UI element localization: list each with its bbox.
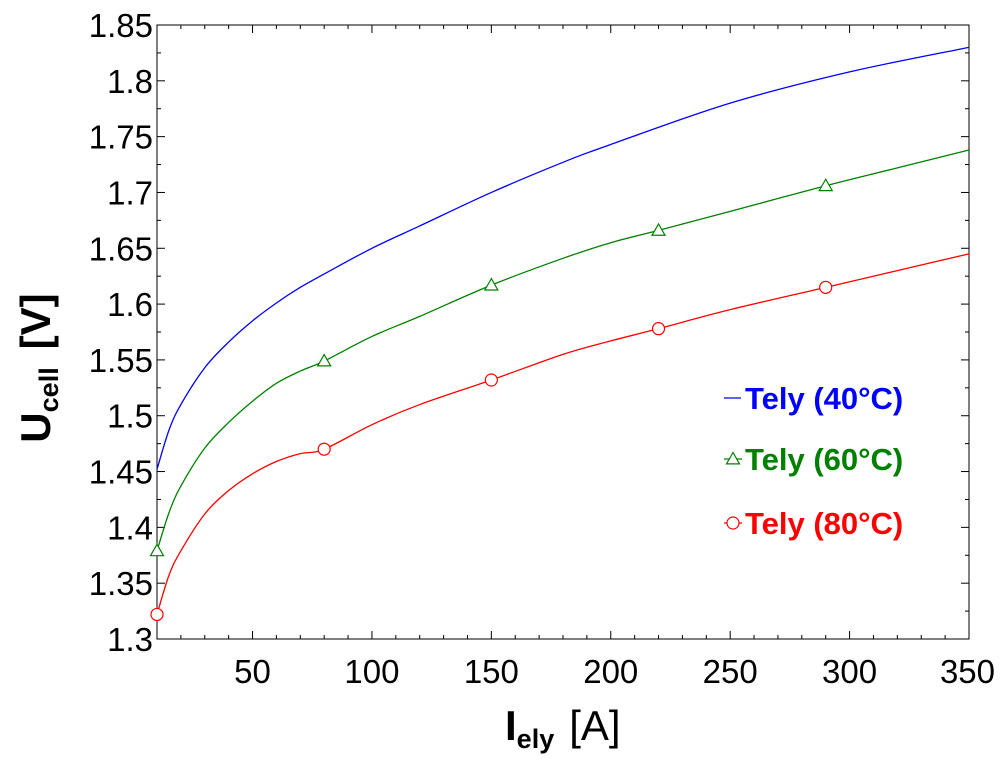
x-tick-label: 300 <box>822 653 877 690</box>
y-tick-label: 1.85 <box>89 7 153 44</box>
y-axis-subscript: cell <box>34 367 64 412</box>
x-tick-label: 50 <box>234 653 271 690</box>
y-tick-label: 1.45 <box>89 454 153 491</box>
y-tick-label: 1.5 <box>107 398 153 435</box>
y-tick-label: 1.35 <box>89 565 153 602</box>
series-marker <box>484 373 498 387</box>
y-axis-unit: [V] <box>12 293 59 349</box>
legend-swatch-marker <box>726 516 740 530</box>
series-marker <box>316 353 332 367</box>
series-line <box>156 46 970 470</box>
y-axis-symbol: U <box>12 412 59 442</box>
x-tick-label: 350 <box>940 653 995 690</box>
series-marker <box>150 607 164 622</box>
series-line <box>156 253 970 615</box>
x-axis-unit: [A] <box>569 702 620 749</box>
x-tick-label: 100 <box>344 653 399 690</box>
plot-frame <box>156 24 970 640</box>
y-tick-label: 1.65 <box>89 230 153 267</box>
x-tick-label: 150 <box>464 653 519 690</box>
y-tick-label: 1.75 <box>89 119 153 156</box>
x-tick-label: 250 <box>703 653 758 690</box>
legend-swatch-marker <box>725 451 741 465</box>
series-marker <box>483 277 499 291</box>
series-line <box>156 149 970 552</box>
legend: Tely (40°C) Tely (60°C) Tely (80°C) <box>724 381 903 541</box>
y-tick-label: 1.4 <box>107 509 153 546</box>
series-marker <box>651 322 666 336</box>
y-tick-label: 1.55 <box>89 342 153 379</box>
legend-label: Tely (80°C) <box>745 506 903 541</box>
x-axis-subscript: ely <box>517 724 555 754</box>
legend-label: Tely (40°C) <box>745 381 903 416</box>
x-axis-symbol: I <box>505 702 517 749</box>
series-markers <box>149 178 834 622</box>
y-axis-ticks: 1.3 1.35 1.4 1.45 1.5 1.55 1.6 1.65 1.7 1.75 1.8 1.… <box>89 7 969 658</box>
series-marker <box>818 178 834 192</box>
legend-label: Tely (60°C) <box>745 442 903 477</box>
y-tick-label: 1.7 <box>107 174 153 211</box>
y-tick-label: 1.3 <box>107 621 153 658</box>
x-tick-label: 200 <box>583 653 638 690</box>
series-lines <box>156 46 970 615</box>
series-marker <box>650 222 667 236</box>
y-axis-title: Ucell [V] <box>12 293 64 442</box>
x-axis-ticks: 50 100 150 200 250 300 350 <box>180 25 995 690</box>
series-marker <box>819 280 833 294</box>
y-tick-label: 1.8 <box>107 63 153 100</box>
x-axis-title: Iely [A] <box>505 702 621 754</box>
series-marker <box>317 442 331 456</box>
series-marker <box>149 543 165 557</box>
y-tick-label: 1.6 <box>107 286 153 323</box>
